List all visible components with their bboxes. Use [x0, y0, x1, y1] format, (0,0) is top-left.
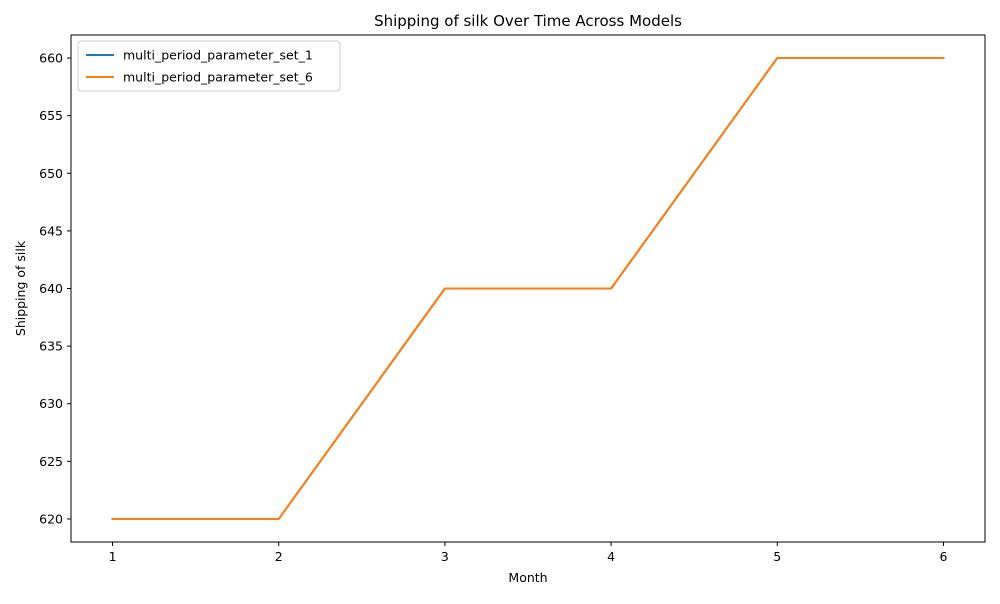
x-tick-label: 5 [773, 549, 781, 564]
y-tick-label: 620 [39, 511, 63, 526]
y-tick-label: 640 [39, 281, 63, 296]
legend-label-series-1: multi_period_parameter_set_1 [123, 48, 313, 63]
x-axis: 1 2 3 4 5 6 [109, 542, 947, 564]
y-axis: 620 625 630 635 640 645 650 655 660 [39, 51, 71, 526]
legend-box [77, 40, 341, 92]
y-tick-label: 650 [39, 166, 63, 181]
y-tick-label: 655 [39, 108, 63, 123]
legend-label-series-2: multi_period_parameter_set_6 [123, 70, 313, 85]
y-tick-label: 630 [39, 396, 63, 411]
y-tick-label: 625 [39, 454, 63, 469]
x-axis-label: Month [508, 570, 547, 585]
plot-area [111, 57, 945, 520]
chart-title: Shipping of silk Over Time Across Models [374, 12, 682, 30]
legend: multi_period_parameter_set_1 multi_perio… [77, 40, 341, 92]
y-tick-label: 660 [39, 51, 63, 66]
y-tick-label: 645 [39, 223, 63, 238]
y-tick-label: 635 [39, 339, 63, 354]
x-tick-label: 3 [441, 549, 449, 564]
series-line-2 [111, 57, 945, 520]
x-tick-label: 1 [109, 549, 117, 564]
x-tick-label: 2 [275, 549, 283, 564]
x-tick-label: 4 [607, 549, 615, 564]
x-tick-label: 6 [939, 549, 947, 564]
y-axis-label: Shipping of silk [13, 240, 28, 336]
